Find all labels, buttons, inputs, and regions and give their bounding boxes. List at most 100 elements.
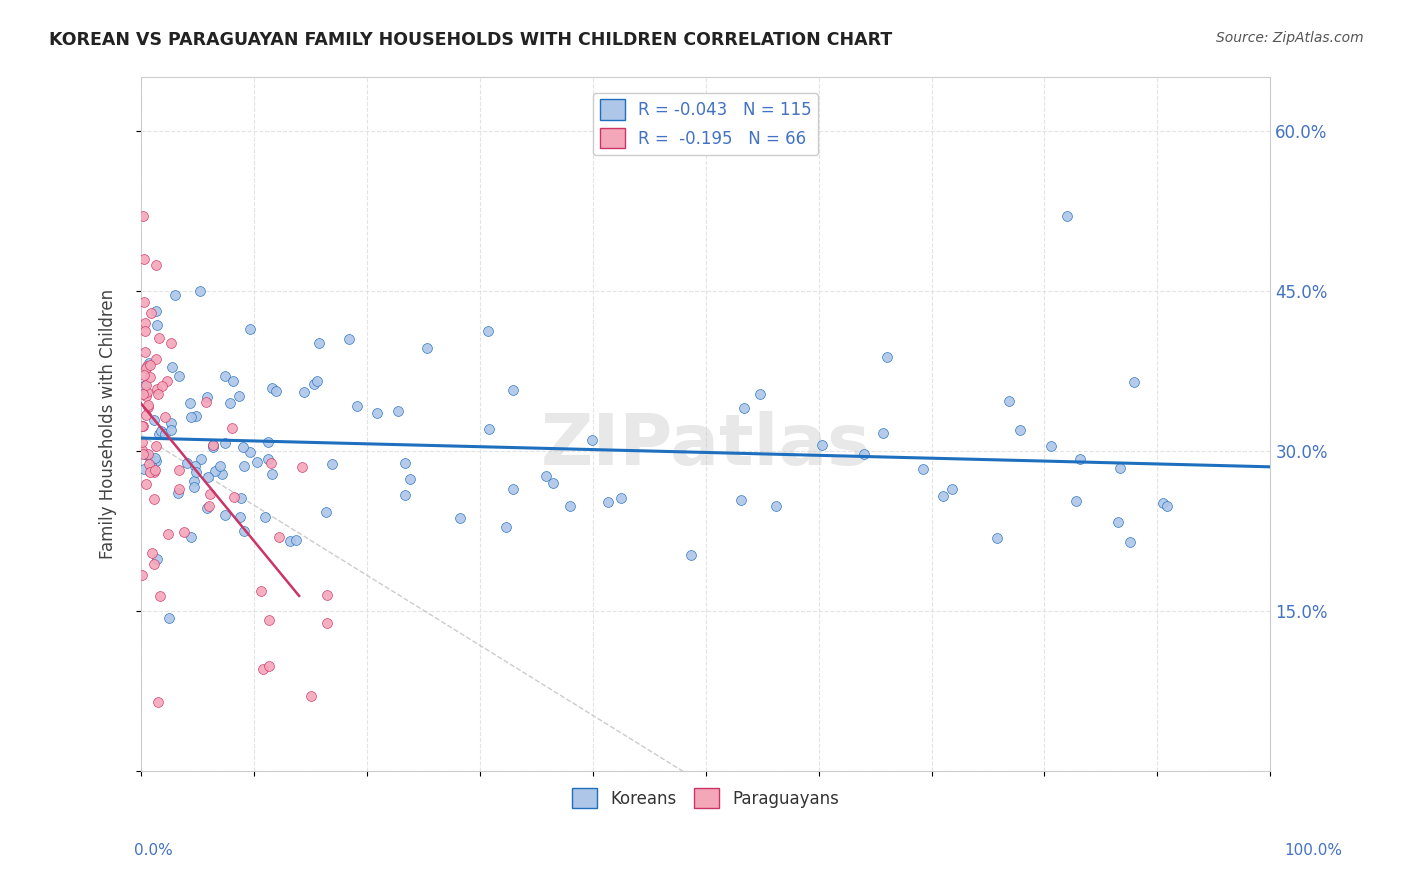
Point (260, 456, 283, 470)
Point (304, 376, 326, 391)
Point (267, 530, 290, 544)
Point (209, 459, 232, 474)
Point (132, 209, 155, 223)
Point (581, 433, 603, 447)
Point (1152, 496, 1174, 510)
Point (141, 546, 163, 560)
Point (558, 499, 581, 513)
Point (1040, 439, 1063, 453)
Point (146, 552, 169, 566)
Point (186, 465, 208, 479)
Text: Source: ZipAtlas.com: Source: ZipAtlas.com (1216, 31, 1364, 45)
Point (135, 359, 157, 373)
Point (810, 438, 832, 452)
Legend: Koreans, Paraguayans: Koreans, Paraguayans (565, 781, 845, 815)
Point (201, 437, 224, 451)
Point (143, 465, 166, 479)
Point (157, 527, 180, 541)
Point (1123, 375, 1146, 389)
Point (246, 455, 269, 469)
Point (449, 511, 471, 525)
Point (131, 442, 153, 457)
Point (733, 401, 755, 415)
Point (214, 508, 236, 522)
Point (315, 616, 337, 631)
Point (278, 534, 301, 549)
Point (366, 406, 388, 420)
Point (229, 491, 252, 505)
Point (250, 583, 273, 598)
Point (1056, 209, 1078, 223)
Point (160, 336, 183, 351)
Point (853, 447, 876, 461)
Point (239, 445, 262, 459)
Point (167, 368, 190, 383)
Point (596, 495, 619, 509)
Point (153, 409, 176, 424)
Point (136, 447, 159, 461)
Point (1109, 460, 1132, 475)
Point (233, 458, 256, 473)
Point (148, 427, 170, 442)
Point (180, 410, 202, 425)
Text: ZIPatlas: ZIPatlas (541, 410, 870, 480)
Point (1119, 535, 1142, 549)
Point (134, 378, 156, 392)
Point (252, 662, 274, 676)
Point (139, 370, 162, 384)
Point (292, 384, 315, 399)
Point (200, 486, 222, 500)
Point (141, 460, 163, 475)
Point (148, 331, 170, 345)
Point (1107, 515, 1129, 529)
Point (139, 451, 162, 466)
Point (346, 399, 368, 413)
Point (136, 401, 159, 415)
Point (160, 360, 183, 375)
Point (148, 387, 170, 401)
Point (257, 614, 280, 628)
Point (131, 567, 153, 582)
Point (132, 387, 155, 401)
Point (184, 459, 207, 474)
Point (157, 611, 180, 625)
Point (299, 689, 322, 703)
Point (239, 322, 262, 336)
Point (149, 424, 172, 438)
Point (204, 464, 226, 478)
Point (167, 463, 190, 477)
Point (134, 345, 156, 359)
Point (134, 325, 156, 339)
Point (257, 659, 280, 673)
Point (477, 324, 499, 338)
Point (214, 369, 236, 384)
Point (337, 332, 360, 346)
Point (198, 500, 221, 514)
Point (134, 379, 156, 393)
Point (179, 396, 201, 410)
Point (134, 316, 156, 330)
Point (145, 439, 167, 453)
Point (183, 475, 205, 489)
Point (730, 492, 752, 507)
Point (146, 318, 169, 333)
Point (180, 530, 202, 544)
Point (221, 421, 243, 435)
Text: 0.0%: 0.0% (134, 843, 173, 858)
Point (262, 381, 284, 395)
Point (541, 475, 564, 490)
Point (183, 480, 205, 494)
Point (941, 482, 963, 496)
Point (201, 438, 224, 452)
Point (998, 394, 1021, 409)
Point (173, 524, 195, 539)
Point (932, 489, 955, 503)
Point (150, 379, 173, 393)
Point (156, 374, 179, 388)
Point (502, 384, 524, 398)
Point (145, 351, 167, 366)
Point (131, 418, 153, 433)
Point (184, 409, 207, 423)
Point (145, 451, 167, 466)
Point (257, 434, 280, 449)
